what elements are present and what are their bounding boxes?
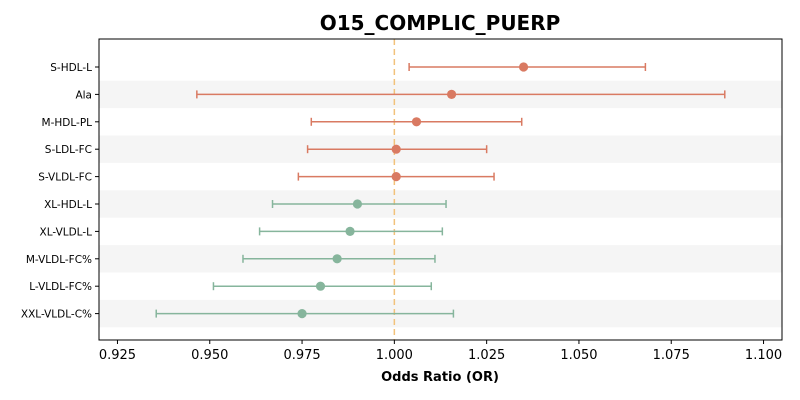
y-tick-label: Ala — [75, 89, 92, 101]
y-tick-label: L-VLDL-FC% — [29, 281, 92, 293]
x-tick-label: 0.950 — [191, 348, 228, 363]
x-tick-label: 1.000 — [376, 348, 413, 363]
or-point — [352, 199, 363, 209]
data-row — [242, 254, 436, 264]
data-row — [258, 226, 444, 236]
x-tick-label: 1.025 — [468, 348, 505, 363]
or-point — [345, 226, 355, 236]
x-tick-label: 1.050 — [560, 348, 597, 363]
data-row — [271, 199, 447, 209]
x-tick-label: 1.075 — [653, 348, 690, 363]
y-tick-label: XL-HDL-L — [44, 199, 92, 211]
y-tick-label: S-LDL-FC — [45, 144, 92, 156]
x-tick-label: 1.100 — [745, 348, 782, 363]
y-tick-label: M-HDL-PL — [42, 117, 93, 129]
data-row — [196, 89, 726, 99]
x-tick-label: 0.925 — [99, 348, 136, 363]
or-point — [518, 62, 529, 72]
data-row — [310, 117, 523, 127]
x-axis-ticks: 0.925 0.950 0.975 1.000 1.025 1.050 1.075 1.100 — [99, 340, 782, 363]
data-row — [212, 281, 433, 291]
or-point — [446, 89, 457, 99]
y-tick-label: XXL-VLDL-C% — [21, 309, 92, 321]
row-band — [99, 245, 782, 273]
or-point — [332, 254, 342, 264]
or-point — [391, 172, 401, 182]
x-tick-label: 0.975 — [283, 348, 320, 363]
y-tick-label: S-HDL-L — [50, 62, 92, 74]
data-row — [408, 62, 647, 72]
chart-title: O15_COMPLIC_PUERP — [320, 11, 561, 35]
y-tick-label: M-VLDL-FC% — [26, 254, 92, 266]
y-axis-ticks: S-HDL-L Ala M-HDL-PL S-LDL-FC S-VLDL-FC XL-HD… — [21, 62, 99, 321]
or-point — [411, 117, 422, 127]
plot-frame — [98, 38, 783, 341]
or-point — [297, 309, 307, 319]
data-rows — [155, 62, 726, 319]
x-axis-label: Odds Ratio (OR) — [381, 370, 499, 385]
y-tick-label: S-VLDL-FC — [38, 172, 92, 184]
data-row — [297, 172, 495, 182]
data-row — [306, 144, 488, 154]
or-point — [315, 281, 326, 291]
data-row — [155, 309, 455, 319]
y-tick-label: XL-VLDL-L — [40, 226, 93, 238]
or-point — [391, 144, 401, 154]
